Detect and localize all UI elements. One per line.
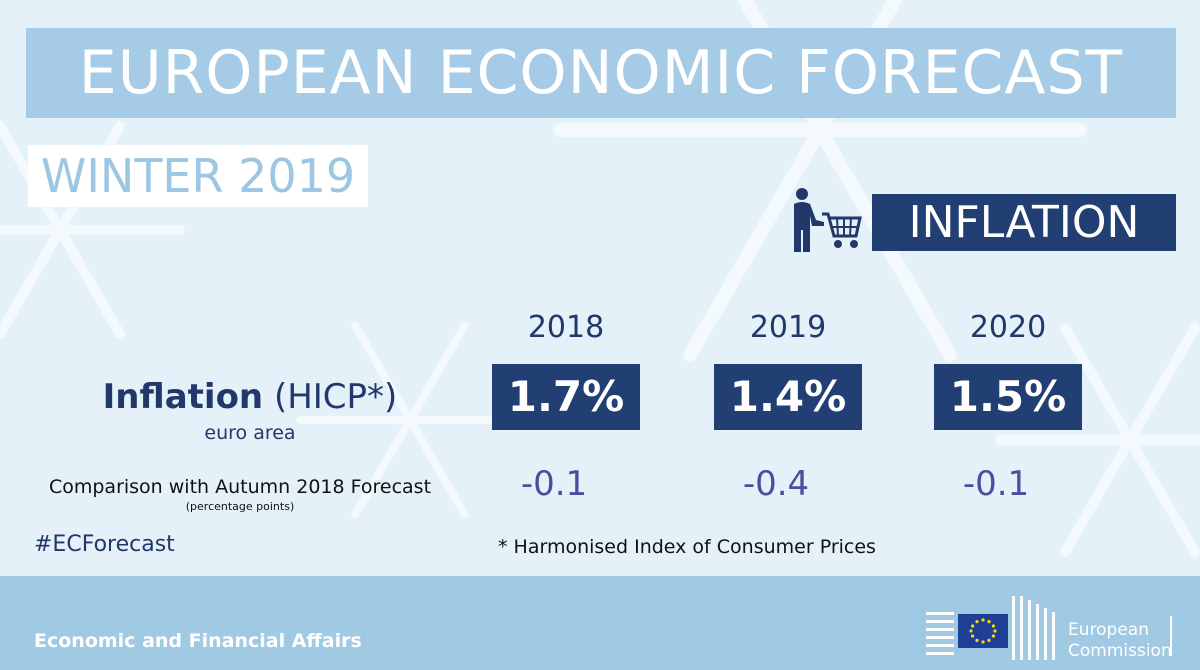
inflation-label: Inflation: [102, 377, 264, 417]
year-header-2018: 2018: [527, 310, 605, 345]
page-title: EUROPEAN ECONOMIC FORECAST: [26, 28, 1176, 118]
department-label: Economic and Financial Affairs: [34, 630, 362, 652]
comparison-value-2019: -0.4: [742, 464, 810, 504]
comparison-value-2020: -0.1: [962, 464, 1030, 504]
season-label: WINTER 2019: [28, 145, 368, 207]
comparison-sublabel: (percentage points): [185, 500, 295, 513]
ec-logo-divider: [1170, 616, 1172, 656]
comparison-value-2018: -0.1: [520, 464, 588, 504]
european-commission-logo: [926, 596, 1055, 660]
shopping-cart-person-icon: [794, 188, 862, 252]
euro-area-label: euro area: [204, 422, 296, 444]
snowflake-background: [0, 0, 1200, 557]
year-header-2020: 2020: [969, 310, 1047, 345]
inflation-row-label: Inflation (HICP*): [60, 374, 440, 420]
year-header-2019: 2019: [749, 310, 827, 345]
topic-label: INFLATION: [872, 194, 1176, 251]
hashtag-link[interactable]: #ECForecast: [34, 532, 175, 557]
inflation-value-2018: 1.7%: [492, 364, 640, 430]
inflation-value-2019: 1.4%: [714, 364, 862, 430]
ec-logo-line2: Commission: [1068, 641, 1172, 661]
ec-logo-text: European Commission: [1068, 620, 1172, 662]
comparison-label: Comparison with Autumn 2018 Forecast: [48, 476, 432, 498]
footnote: * Harmonised Index of Consumer Prices: [498, 536, 876, 558]
inflation-value-2020: 1.5%: [934, 364, 1082, 430]
ec-logo-line1: European: [1068, 620, 1149, 640]
hicp-label: (HICP*): [273, 377, 398, 417]
